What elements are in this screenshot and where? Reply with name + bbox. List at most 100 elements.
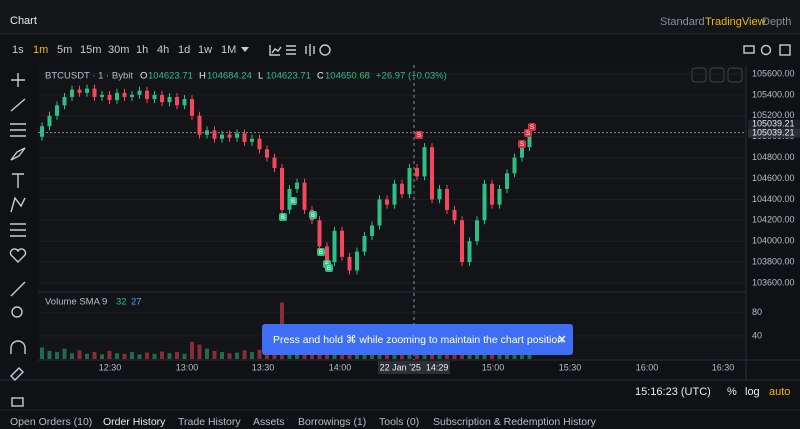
icon-favorite[interactable] [9, 248, 27, 263]
interval[interactable]: 1s [12, 44, 24, 56]
view-tab[interactable]: TradingView [705, 16, 766, 28]
icon-magnet[interactable] [10, 340, 26, 354]
icon-lines[interactable] [10, 123, 26, 137]
y-tick-label: 104400.00 [752, 194, 795, 204]
y-tick-label: 104200.00 [752, 215, 795, 225]
candle [325, 246, 329, 263]
icon-text[interactable] [12, 173, 24, 188]
candle [197, 115, 202, 135]
icon-indicator[interactable] [269, 45, 282, 56]
bottom-tab[interactable]: Assets [253, 416, 285, 428]
interval[interactable]: 1M [221, 44, 236, 56]
volume-bar [70, 353, 74, 359]
icon-add[interactable] [319, 44, 331, 56]
volume-bar [152, 353, 157, 359]
btn-down[interactable] [691, 67, 707, 83]
trade-marker-label: S [417, 133, 421, 139]
candle [415, 168, 419, 177]
icon-pattern[interactable] [10, 196, 26, 213]
volume-bar [235, 352, 239, 359]
view-tab[interactable]: Standard [660, 16, 705, 28]
y-tick-label: 104600.00 [752, 173, 795, 183]
volume-bar [257, 349, 262, 359]
toast-text: Press and hold ⌘ while zooming to mainta… [273, 334, 563, 346]
left-toolbar[interactable] [9, 73, 27, 407]
interval[interactable]: 1w [198, 44, 212, 56]
icon-line[interactable] [10, 98, 26, 112]
bottom-tab[interactable]: Trade History [178, 416, 241, 428]
candle [100, 94, 104, 97]
interval[interactable]: 5m [57, 44, 72, 56]
interval[interactable]: 1m [33, 44, 48, 56]
scale-option[interactable]: % [727, 386, 737, 398]
candle [505, 173, 509, 189]
interval[interactable]: 4h [157, 44, 169, 56]
interval[interactable]: 30m [108, 44, 129, 56]
bottom-tab[interactable]: Open Orders (10) [10, 416, 92, 428]
scale-option[interactable]: log [745, 386, 760, 398]
icon-fullscreen[interactable] [779, 44, 791, 56]
candle [227, 134, 232, 138]
view-tab[interactable]: Depth [762, 16, 791, 28]
bottom-tab[interactable]: Borrowings (1) [298, 416, 366, 428]
icon-pencil[interactable] [10, 367, 24, 381]
trade-marker-label: B [281, 215, 285, 221]
icon-camera[interactable] [743, 45, 755, 54]
candle [280, 168, 284, 210]
interval[interactable]: 1h [136, 44, 148, 56]
y-tick-label: 105600.00 [752, 68, 795, 78]
icon-candles[interactable] [305, 44, 315, 56]
bottom-tab[interactable]: Subscription & Redemption History [433, 416, 597, 428]
candle [205, 130, 209, 135]
dropdown-arrow[interactable] [241, 47, 249, 52]
icon-ruler[interactable] [10, 281, 26, 297]
x-tick-label: 13:30 [252, 362, 275, 372]
bottom-tab[interactable]: Order History [103, 416, 166, 428]
legend-key: L [258, 71, 263, 82]
candle [137, 90, 142, 95]
interval[interactable]: 1d [178, 44, 190, 56]
y-tick-label: 40 [752, 330, 762, 340]
icon-settings[interactable] [286, 45, 296, 55]
candle [220, 134, 224, 139]
candle [145, 90, 149, 100]
y-tick-label: 103600.00 [752, 277, 795, 287]
icon-lock[interactable] [11, 397, 24, 407]
bottom-tab[interactable]: Tools (0) [379, 416, 419, 428]
candle [92, 88, 97, 97]
candle [347, 256, 352, 271]
icon-fib[interactable] [10, 223, 26, 237]
legend-key: O [140, 71, 147, 82]
scale-option[interactable]: auto [769, 386, 790, 398]
candle [152, 94, 157, 100]
trade-marker [289, 197, 297, 205]
icon-zoom[interactable] [11, 306, 23, 318]
toast-close[interactable] [558, 335, 566, 343]
candle [475, 220, 479, 242]
y-tick-label: 103800.00 [752, 256, 795, 266]
candle [482, 183, 487, 221]
crosshair-label: 22 Jan '25 14:29 [380, 362, 449, 372]
x-tick-label: 12:30 [99, 362, 122, 372]
toast[interactable] [262, 324, 573, 355]
candle [340, 230, 344, 257]
chart-tools[interactable] [241, 44, 791, 83]
legend-value: 104623.71 [148, 71, 193, 82]
btn-reset[interactable] [727, 67, 743, 83]
trade-marker [309, 211, 317, 219]
trade-marker [518, 140, 526, 148]
icon-gear[interactable] [760, 44, 772, 56]
candle [62, 96, 67, 106]
icon-crosshair[interactable] [11, 73, 25, 87]
candle [175, 96, 179, 106]
candle [512, 157, 517, 174]
candle [190, 99, 194, 116]
candle [77, 89, 82, 93]
candle [460, 220, 464, 263]
icon-brush[interactable] [10, 147, 26, 161]
legend-value: 104650.68 [325, 71, 370, 82]
candle [212, 130, 217, 139]
interval[interactable]: 15m [80, 44, 101, 56]
btn-up[interactable] [709, 67, 725, 83]
volume-bar [197, 344, 202, 359]
